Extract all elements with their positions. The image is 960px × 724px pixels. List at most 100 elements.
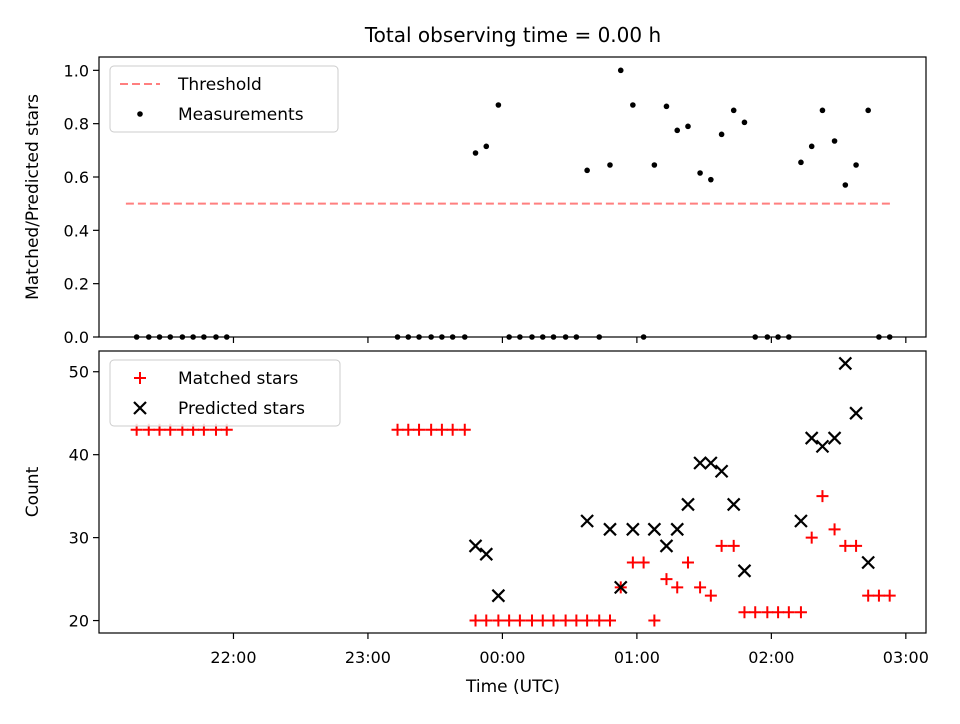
data-point: [805, 531, 818, 544]
data-point: [593, 614, 606, 627]
data-point: [816, 490, 829, 503]
y-tick-label: 1.0: [64, 61, 89, 80]
legend-box: [109, 65, 339, 133]
data-point: [786, 334, 792, 340]
data-point: [794, 514, 808, 528]
data-point: [394, 334, 401, 340]
legend-entry: Measurements: [178, 105, 304, 125]
data-point: [562, 334, 569, 340]
data-point: [446, 423, 459, 436]
data-point: [483, 143, 490, 150]
data-point: [167, 334, 174, 340]
data-point: [708, 176, 714, 183]
x-tick-label: 02:00: [748, 648, 794, 667]
data-point: [580, 514, 594, 528]
data-point: [693, 456, 707, 470]
legend-box: [109, 359, 341, 427]
data-point: [461, 334, 468, 340]
data-point: [425, 423, 438, 436]
data-point: [581, 614, 594, 627]
data-point: [630, 102, 636, 108]
y-tick-label: 0.6: [64, 168, 89, 187]
data-point: [179, 334, 186, 340]
legend-entry: Predicted stars: [178, 399, 305, 419]
legend-swatch: [137, 111, 143, 117]
data-point: [405, 334, 412, 340]
y-axis-label: Count: [23, 466, 43, 517]
data-point: [853, 162, 859, 168]
data-point: [861, 555, 875, 570]
y-tick-label: 20: [69, 612, 89, 631]
y-tick-label: 50: [69, 363, 89, 382]
data-point: [559, 614, 572, 627]
data-point: [491, 588, 506, 603]
data-point: [617, 67, 624, 74]
data-point: [536, 614, 549, 627]
data-point: [570, 614, 583, 627]
data-point: [584, 167, 590, 174]
data-point: [694, 581, 707, 594]
x-tick-label: 03:00: [883, 648, 929, 667]
data-point: [862, 589, 875, 602]
data-point: [764, 334, 771, 340]
data-point: [883, 589, 896, 602]
data-point: [714, 464, 729, 479]
y-tick-label: 0.0: [64, 328, 89, 347]
data-point: [156, 334, 163, 340]
data-point: [413, 423, 426, 436]
data-point: [603, 522, 617, 537]
data-point: [782, 606, 795, 619]
data-point: [697, 170, 703, 176]
data-point: [428, 334, 434, 340]
legend-entry: Threshold: [177, 75, 262, 95]
data-point: [839, 539, 852, 552]
data-point: [416, 334, 422, 340]
data-point: [749, 606, 762, 619]
legend: Threshold Measurements: [109, 65, 339, 133]
y-tick-label: 30: [69, 529, 89, 548]
data-point: [663, 103, 670, 110]
data-point: [718, 131, 725, 138]
data-point: [603, 614, 616, 627]
data-point: [596, 334, 603, 340]
data-point: [469, 614, 482, 627]
data-point: [819, 107, 826, 114]
legend-swatch: [134, 372, 146, 384]
data-point: [525, 614, 538, 627]
data-point: [145, 334, 152, 340]
data-point: [730, 107, 737, 114]
data-point: [831, 138, 838, 144]
data-point: [671, 581, 684, 594]
data-point: [727, 539, 740, 552]
data-point: [827, 431, 842, 445]
data-point: [529, 334, 535, 340]
data-point: [681, 497, 695, 512]
data-point: [539, 334, 546, 340]
data-point: [472, 150, 479, 156]
data-point: [391, 423, 404, 436]
y-tick-label: 0.4: [64, 221, 89, 240]
data-point: [752, 334, 759, 340]
axes-frame: [98, 350, 927, 634]
series-predicted-stars: [468, 356, 875, 603]
data-point: [872, 589, 885, 602]
data-point: [513, 614, 526, 627]
data-point: [213, 334, 219, 340]
data-point: [468, 539, 483, 553]
data-point: [573, 334, 580, 340]
data-point: [480, 614, 493, 627]
legend-swatch: [133, 401, 147, 415]
y-tick-label: 0.8: [64, 115, 89, 134]
data-point: [865, 107, 871, 114]
data-point: [849, 406, 863, 420]
data-point: [637, 556, 650, 569]
data-point: [435, 423, 448, 436]
data-point: [761, 606, 774, 619]
data-point: [842, 182, 849, 188]
data-point: [704, 456, 718, 470]
data-point: [190, 334, 196, 340]
data-point: [479, 547, 494, 561]
data-point: [547, 614, 560, 627]
data-point: [651, 162, 658, 168]
